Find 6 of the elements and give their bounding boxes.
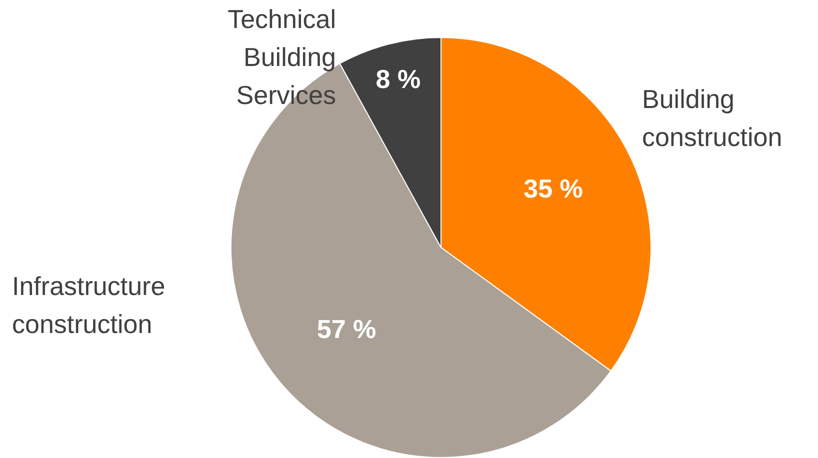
data-label: 57 % <box>316 314 376 344</box>
slice-label: Infrastructure construction <box>12 271 166 340</box>
slice-label: Technical Building Services <box>228 4 336 110</box>
data-label: 8 % <box>376 64 421 94</box>
data-label: 35 % <box>524 173 583 204</box>
slice-label: Building construction <box>642 84 782 152</box>
